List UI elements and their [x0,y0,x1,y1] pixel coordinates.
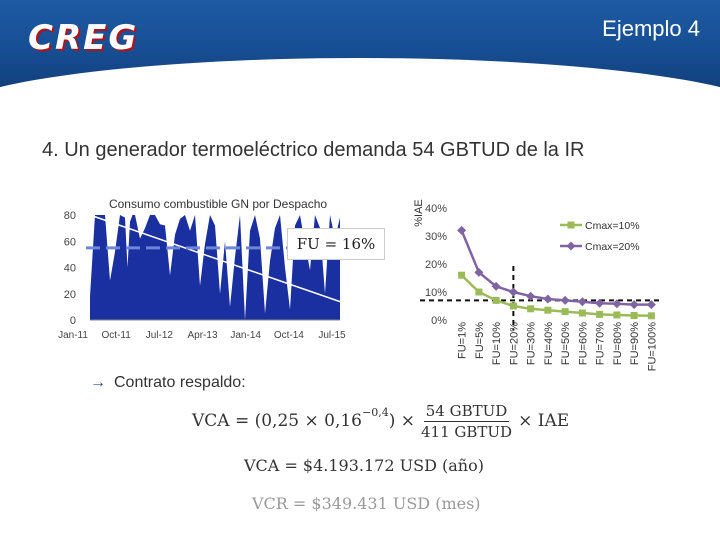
x-tick-label: Jul-15 [318,330,346,341]
data-point [647,312,655,320]
x-tick-label: Oct-11 [102,330,132,341]
data-point [561,308,569,316]
data-point [612,299,622,309]
y-tick-label: 20% [425,259,447,271]
x-tick-label: Apr-13 [187,330,217,341]
data-point [527,305,535,313]
data-point [492,296,500,304]
vca-lhs: VCA = (0,25 × 0,16 [192,411,362,431]
x-category-label: FU=40% [543,322,555,365]
x-category-label: FU=1% [457,322,469,359]
data-point [543,294,553,304]
x-category-label: FU=70% [595,322,607,365]
data-point [475,288,483,296]
y-tick-label: 0% [431,315,447,327]
fu-annotation-box: FU = 16% [287,228,385,260]
line-chart: %IAE 0% 10% 20% 30% 40% FU=1% FU=5% FU=10% FU=2… [413,199,662,371]
data-point [509,302,517,310]
vca-exponent: −0,4 [362,405,389,419]
data-point [577,297,587,307]
x-category-label: FU=10% [491,322,503,365]
vca-formula: VCA = (0,25 × 0,16 −0,4) × 54 GBTUD 411 G… [192,398,569,444]
x-category-label: FU=5% [474,322,486,359]
x-category-label: FU=90% [629,322,641,365]
data-point [560,295,570,305]
header-band: CREG Ejemplo 4 [0,0,720,90]
bullet-contrato: → Contrato respaldo: [90,374,246,392]
data-point [458,271,466,279]
vcr-result: VCR = $349.431 USD (mes) [252,494,481,513]
legend-marker [567,221,575,229]
slide-title: Ejemplo 4 [602,16,700,41]
consumption-area [90,215,340,320]
data-point [457,225,467,235]
gbtud-fraction: 54 GBTUD 411 GBTUD [421,402,512,441]
x-tick-label: Jan-11 [58,330,88,341]
data-point [578,309,586,317]
x-category-label: FU=30% [526,322,538,365]
data-point [629,300,639,310]
y-tick-label: 20 [64,289,76,301]
legend-label-0: Cmax=10% [585,220,640,232]
vca-result: VCA = $4.193.172 USD (año) [244,456,484,475]
data-point [544,306,552,314]
vca-rhs: × IAE [518,411,570,431]
chart-title: Consumo combustible GN por Despacho [109,197,327,211]
fraction-denominator: 411 GBTUD [421,422,513,441]
data-point [630,312,638,320]
data-point [491,281,501,291]
bullet-text: Contrato respaldo: [114,374,246,391]
y-tick-label: 60 [64,236,76,248]
data-point [474,267,484,277]
x-tick-label: Jul-12 [146,330,174,341]
page-heading: 4. Un generador termoeléctrico demanda 5… [42,139,585,161]
legend-label-1: Cmax=20% [585,241,640,253]
data-point [613,311,621,319]
data-point [508,287,518,297]
y-tick-label: 40 [64,263,76,275]
x-category-label: FU=20% [508,322,520,365]
x-category-label: FU=80% [612,322,624,365]
data-point [526,291,536,301]
arrow-right-icon: → [90,374,106,391]
data-point [596,310,604,318]
y-axis-label: %IAE [413,199,425,227]
diagonal-reference-line [89,214,341,303]
legend-marker [566,241,576,251]
y-tick-label: 0 [70,315,76,327]
y-tick-label: 80 [64,210,76,222]
fraction-numerator: 54 GBTUD [423,401,510,422]
data-point [646,300,656,310]
x-tick-label: Oct-14 [274,330,304,341]
x-category-label: FU=50% [560,322,572,365]
y-tick-label: 30% [425,231,447,243]
x-category-label: FU=60% [577,322,589,365]
y-tick-label: 10% [425,287,447,299]
creg-logo: CREG [28,18,139,58]
y-tick-label: 40% [425,203,447,215]
x-tick-label: Jan-14 [230,330,261,341]
vca-mid: ) × [388,411,415,431]
data-point [595,298,605,308]
area-chart: Consumo combustible GN por Despacho 0 20 4… [58,197,346,341]
x-category-label: FU=100% [646,322,658,371]
